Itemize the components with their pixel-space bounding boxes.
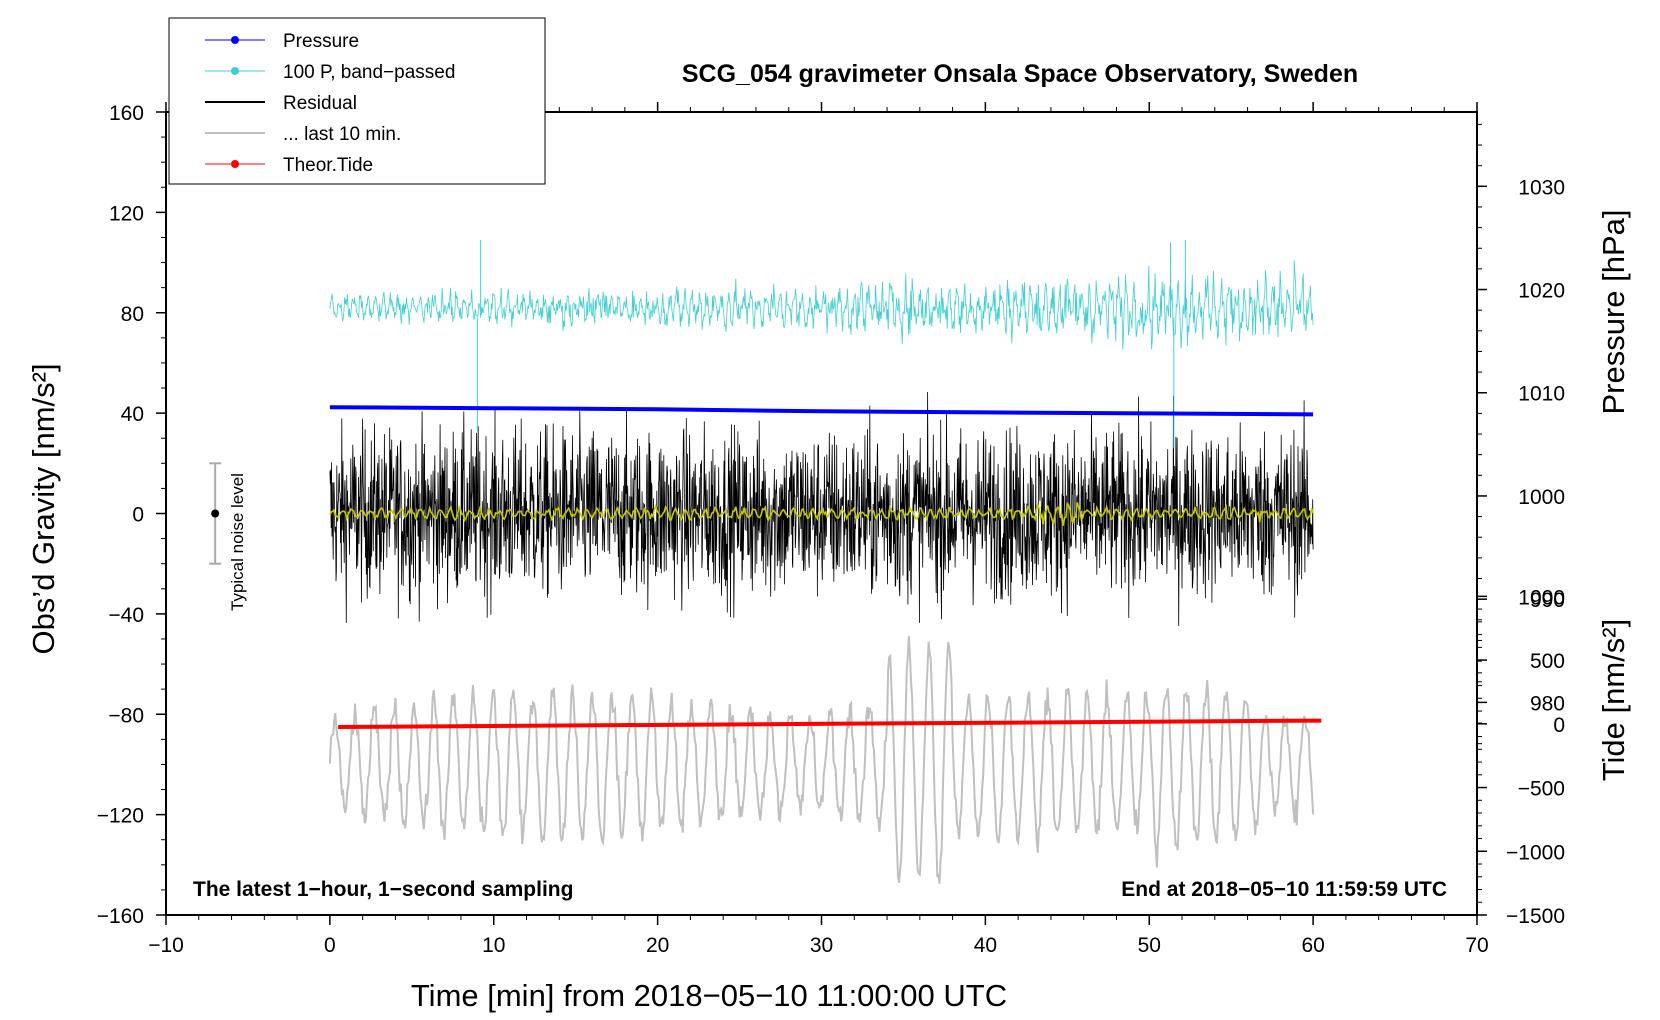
pressure-tick-label-3: 1010 xyxy=(1518,383,1565,406)
noise-level-label: Typical noise level xyxy=(228,473,247,611)
legend-entry-band-passed: 100 P, band−passed xyxy=(205,62,455,83)
x-axis-title: Time [min] from 2018−05−10 11:00:00 UTC xyxy=(411,978,1007,1013)
axes-layer: −10 0 10 20 30 40 50 60 70−160−120−80−4004080120… xyxy=(97,102,1565,957)
chart-title: SCG_054 gravimeter Onsala Space Observat… xyxy=(682,60,1358,88)
tide-tick-label-0: −1500 xyxy=(1506,905,1565,928)
legend-marker-band-passed xyxy=(231,67,239,75)
x-tick-label-6: 50 xyxy=(1138,934,1161,957)
y-tick-label-7: 120 xyxy=(109,202,144,225)
legend-entry-pressure: Pressure xyxy=(205,31,359,52)
legend-label-theor-tide: Theor.Tide xyxy=(283,155,373,176)
y-tick-label-0: −160 xyxy=(97,905,144,928)
x-tick-label-8: 70 xyxy=(1465,934,1488,957)
x-tick-label-3: 20 xyxy=(646,934,669,957)
y-tick-label-6: 80 xyxy=(121,303,144,326)
y-tick-label-5: 40 xyxy=(121,403,144,426)
chart-title-group: SCG_054 gravimeter Onsala Space Observat… xyxy=(682,60,1358,88)
pressure-tick-label-2: 1000 xyxy=(1518,486,1565,509)
annotation-bottom-left: The latest 1−hour, 1−second sampling xyxy=(193,878,573,901)
legend-entry-last-10-min: ... last 10 min. xyxy=(205,124,401,145)
x-tick-label-4: 30 xyxy=(810,934,833,957)
tide-tick-label-2: −500 xyxy=(1518,778,1565,801)
series-layer xyxy=(209,239,1322,884)
pressure-tick-label-4: 1020 xyxy=(1518,280,1565,303)
annotations: The latest 1−hour, 1−second sampling End… xyxy=(193,473,1447,901)
series-pressure xyxy=(329,405,1314,417)
legend-entry-residual: Residual xyxy=(205,93,357,114)
legend-label-residual: Residual xyxy=(283,93,357,114)
x-tick-label-2: 10 xyxy=(482,934,505,957)
tide-tick-label-3: 0 xyxy=(1553,714,1565,737)
x-tick-label-5: 40 xyxy=(974,934,997,957)
series-residual-smoothed xyxy=(329,501,1314,527)
legend-entry-theor-tide: Theor.Tide xyxy=(205,155,373,176)
legend-marker-theor-tide xyxy=(231,160,239,168)
legend-marker-pressure xyxy=(231,36,239,44)
y-tick-label-8: 160 xyxy=(109,102,144,125)
y-tick-label-4: 0 xyxy=(132,504,144,527)
pressure-tick-label-5: 1030 xyxy=(1518,176,1565,199)
legend: Pressure 100 P, band−passed Residual ...… xyxy=(168,17,546,185)
series-residual xyxy=(329,391,1314,627)
legend-label-last-10-min: ... last 10 min. xyxy=(283,124,401,145)
tide-tick-label-1: −1000 xyxy=(1506,841,1565,864)
x-tick-label-7: 60 xyxy=(1301,934,1324,957)
legend-label-band-passed: 100 P, band−passed xyxy=(283,62,455,83)
x-tick-label-1: 0 xyxy=(324,934,336,957)
tide-tick-label-5: 1000 xyxy=(1518,586,1565,609)
x-tick-label-0: −10 xyxy=(148,934,184,957)
legend-label-pressure: Pressure xyxy=(283,31,359,52)
y-tick-label-2: −80 xyxy=(108,704,144,727)
y-axis-title-pressure: Pressure [hPa] xyxy=(1596,209,1631,414)
axis-titles: Time [min] from 2018−05−10 11:00:00 UTC … xyxy=(26,209,1631,1013)
y-axis-title-gravity: Obs’d Gravity [nm/s²] xyxy=(26,363,61,654)
series-theor-tide xyxy=(338,718,1322,729)
tide-tick-label-4: 500 xyxy=(1530,650,1565,673)
series-band-passed-pressure xyxy=(329,260,1314,350)
y-axis-title-tide: Tide [nm/s²] xyxy=(1596,619,1631,782)
noise-bar-center xyxy=(211,509,220,518)
annotation-bottom-right: End at 2018−05−10 11:59:59 UTC xyxy=(1121,878,1447,901)
pressure-tick-label-1: 990 xyxy=(1530,589,1565,612)
y-tick-label-1: −120 xyxy=(97,805,144,828)
series-last-10-min xyxy=(328,636,1315,884)
y-tick-label-3: −40 xyxy=(108,604,144,627)
pressure-tick-label-0: 980 xyxy=(1530,692,1565,715)
